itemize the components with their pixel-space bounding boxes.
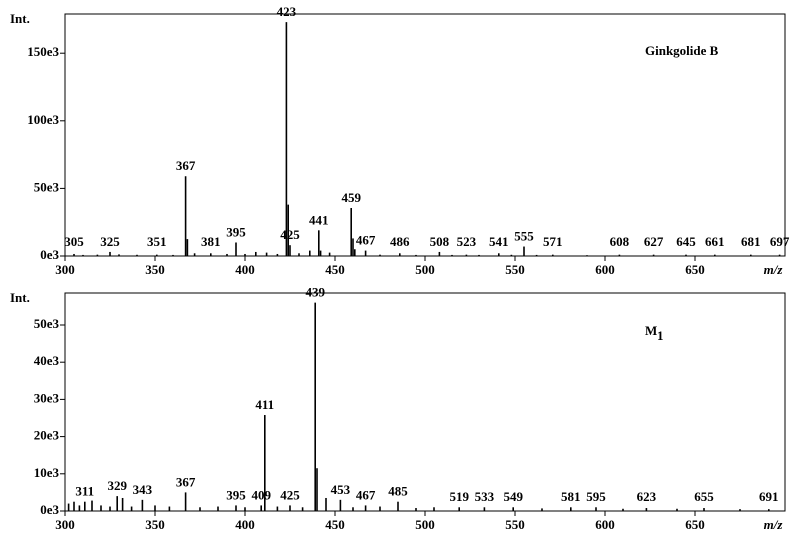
peak-label: 459 — [341, 190, 361, 205]
x-tick-label: 350 — [145, 517, 165, 532]
y-tick-label: 50e3 — [34, 316, 60, 331]
y-tick-label: 40e3 — [34, 353, 60, 368]
peak-label: 608 — [610, 234, 630, 249]
x-tick-label: 300 — [55, 517, 75, 532]
peak-label: 367 — [176, 474, 196, 489]
peak-label: 508 — [430, 234, 450, 249]
y-tick-label: 30e3 — [34, 390, 60, 405]
y-axis-label: Int. — [10, 11, 30, 26]
x-tick-label: 450 — [325, 262, 345, 277]
peak-label: 343 — [133, 482, 153, 497]
peak-label: 627 — [644, 234, 664, 249]
peak-label: 439 — [305, 285, 325, 300]
x-tick-label: 450 — [325, 517, 345, 532]
y-tick-label: 150e3 — [27, 44, 59, 59]
y-tick-label: 0e3 — [40, 502, 59, 517]
peak-label: 425 — [280, 227, 300, 242]
peak-label: 395 — [226, 224, 246, 239]
peak-label: 655 — [694, 489, 714, 504]
peak-label: 367 — [176, 158, 196, 173]
peak-label: 581 — [561, 489, 581, 504]
x-axis-label: m/z — [764, 517, 784, 532]
peak-label: 423 — [277, 4, 297, 19]
x-tick-label: 650 — [685, 262, 705, 277]
peak-label: 623 — [637, 489, 657, 504]
peak-label: 645 — [676, 234, 696, 249]
annotation: Ginkgolide B — [645, 43, 719, 58]
peak-label: 523 — [457, 234, 477, 249]
y-tick-label: 0e3 — [40, 247, 59, 262]
peak-label: 425 — [280, 487, 300, 502]
peak-label: 351 — [147, 234, 167, 249]
x-tick-label: 600 — [595, 262, 615, 277]
peak-label: 411 — [255, 397, 274, 412]
peak-label: 441 — [309, 212, 329, 227]
annotation-subscript: 1 — [657, 328, 664, 343]
peak-label: 467 — [356, 233, 376, 248]
x-tick-label: 500 — [415, 262, 435, 277]
peak-label: 571 — [543, 234, 563, 249]
peak-label: 395 — [226, 487, 246, 502]
peak-label: 305 — [64, 234, 84, 249]
annotation: M — [645, 323, 657, 338]
x-tick-label: 350 — [145, 262, 165, 277]
peak-label: 409 — [251, 487, 271, 502]
x-tick-label: 400 — [235, 517, 255, 532]
x-tick-label: 400 — [235, 262, 255, 277]
peak-label: 311 — [75, 484, 94, 499]
y-axis-label: Int. — [10, 290, 30, 305]
peak-label: 555 — [514, 229, 534, 244]
peak-label: 381 — [201, 234, 221, 249]
x-tick-label: 600 — [595, 517, 615, 532]
y-tick-label: 50e3 — [34, 179, 60, 194]
peak-label: 533 — [475, 489, 495, 504]
peak-label: 485 — [388, 484, 408, 499]
peak-label: 661 — [705, 234, 725, 249]
peak-label: 697 — [770, 234, 790, 249]
y-tick-label: 20e3 — [34, 428, 60, 443]
x-tick-label: 550 — [505, 262, 525, 277]
peak-label: 486 — [390, 234, 410, 249]
peak-label: 541 — [489, 234, 509, 249]
y-tick-label: 10e3 — [34, 465, 60, 480]
peak-label: 595 — [586, 489, 606, 504]
x-tick-label: 500 — [415, 517, 435, 532]
peak-label: 519 — [449, 489, 469, 504]
peak-label: 325 — [100, 234, 120, 249]
peak-label: 453 — [331, 482, 351, 497]
x-axis-label: m/z — [764, 262, 784, 277]
x-tick-label: 650 — [685, 517, 705, 532]
peak-label: 681 — [741, 234, 761, 249]
peak-label: 549 — [503, 489, 523, 504]
x-tick-label: 300 — [55, 262, 75, 277]
plot-frame — [64, 292, 786, 512]
x-tick-label: 550 — [505, 517, 525, 532]
peak-label: 329 — [107, 478, 127, 493]
peak-label: 467 — [356, 487, 376, 502]
peak-label: 691 — [759, 489, 779, 504]
y-tick-label: 100e3 — [27, 112, 59, 127]
